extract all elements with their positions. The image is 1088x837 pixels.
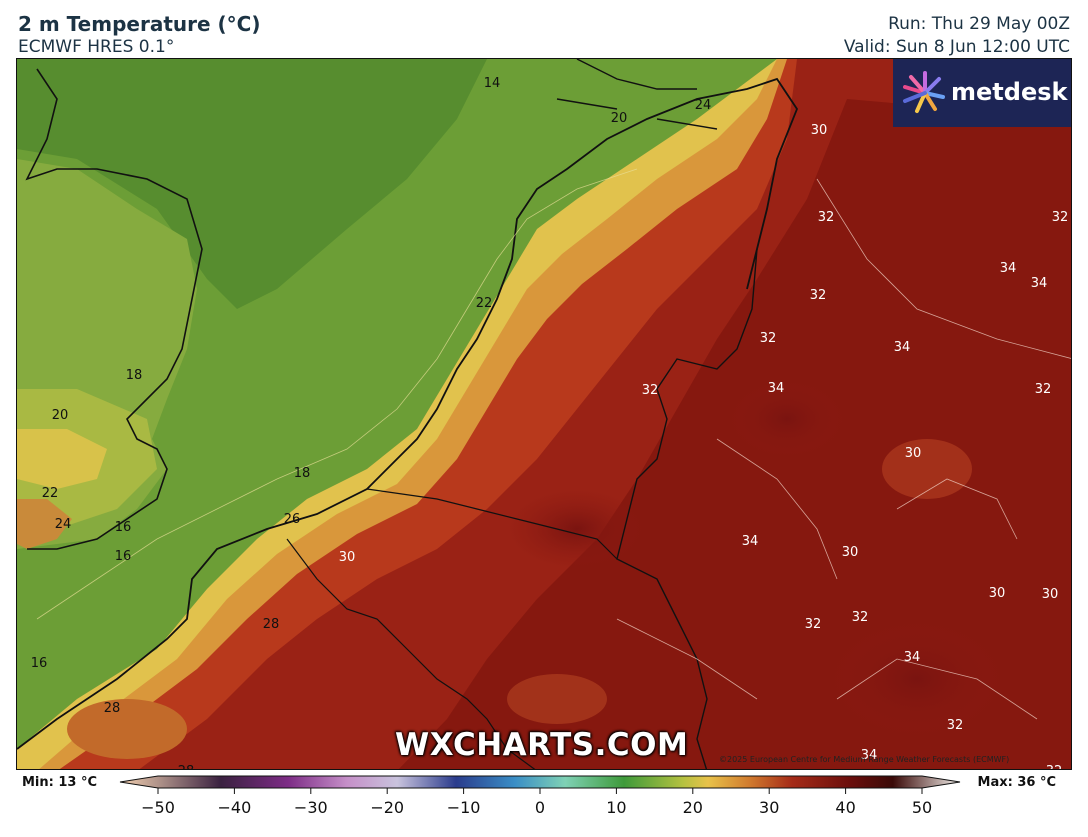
- contour-label: 32: [810, 288, 827, 303]
- contour-label: 32: [1052, 210, 1069, 225]
- uk-yellow-zone: [17, 429, 107, 489]
- logo-text: metdesk: [951, 78, 1068, 106]
- isotherm-lines: [616, 178, 1071, 720]
- colorbar-tick-label: 20: [683, 798, 703, 817]
- hot-core: [507, 489, 647, 569]
- border-line: [286, 488, 618, 769]
- warm-pocket: [507, 674, 607, 724]
- warm-pocket: [882, 439, 972, 499]
- border-line: [616, 248, 758, 769]
- contour-label: 30: [1042, 587, 1059, 602]
- contour-label: 32: [805, 617, 822, 632]
- min-label: Min: 13 °C: [22, 775, 98, 790]
- contour-label: 30: [989, 586, 1006, 601]
- map-canvas: 14 24 20 30 32 32 34 34 32 22 32 18 34 20 32 34 32 30 18 22…: [17, 59, 1071, 770]
- contour-label: 32: [760, 331, 777, 346]
- contour-label: 34: [1000, 261, 1017, 276]
- metdesk-logo: metdesk: [893, 59, 1071, 127]
- contour-label: 22: [42, 486, 59, 501]
- colorbar-tick-label: −40: [218, 798, 252, 817]
- valid-label: Valid: Sun 8 Jun 12:00 UTC: [843, 37, 1070, 57]
- contour-label: 16: [115, 549, 132, 564]
- contour-label: 32: [1035, 382, 1052, 397]
- contour-label: 24: [695, 98, 712, 113]
- contour-label: 16: [31, 656, 48, 671]
- colorbar-tick-label: 0: [535, 798, 545, 817]
- contour-label: 32: [642, 383, 659, 398]
- contour-label: 28: [263, 617, 280, 632]
- colorbar-tick-label: −30: [294, 798, 328, 817]
- temperature-map[interactable]: 14 24 20 30 32 32 34 34 32 22 32 18 34 20 32 34 32 30 18 22…: [16, 58, 1072, 770]
- contour-label: 20: [52, 408, 69, 423]
- contour-label: 34: [904, 650, 921, 665]
- colorbar-tick-label: −50: [141, 798, 175, 817]
- colorbar-tick-label: 50: [912, 798, 932, 817]
- contour-label: 30: [842, 545, 859, 560]
- colorbar-tick-label: 10: [606, 798, 626, 817]
- contour-label: 28: [178, 764, 195, 770]
- contour-label: 32: [818, 210, 835, 225]
- cool-sea-region: [17, 59, 487, 309]
- colorbar-tick-label: 30: [759, 798, 779, 817]
- isotherm-lines: [36, 168, 638, 620]
- contour-label: 30: [339, 550, 356, 565]
- warm-pocket: [67, 699, 187, 759]
- contour-labels: 14 24 20 30 32 32 34 34 32 22 32 18 34 20 32 34 32 30 18 22…: [31, 76, 1069, 770]
- island-coastline: [556, 59, 718, 130]
- contour-label: 30: [905, 446, 922, 461]
- contour-label: 32: [947, 718, 964, 733]
- copyright-text: ©2025 European Centre for Medium-Range W…: [719, 755, 1010, 764]
- colorbar-tick-label: 40: [835, 798, 855, 817]
- colorbar-tick-label: −10: [447, 798, 481, 817]
- contour-label: 18: [126, 368, 143, 383]
- contour-label: 14: [484, 76, 501, 91]
- contour-label: 32: [1046, 764, 1063, 770]
- chart-title: 2 m Temperature (°C): [18, 12, 261, 36]
- contour-label: 24: [55, 517, 72, 532]
- colorbar-tick-label: −20: [370, 798, 404, 817]
- hot-core: [827, 619, 1007, 739]
- contour-label: 30: [811, 123, 828, 138]
- max-label: Max: 36 °C: [977, 775, 1056, 790]
- colorbar: Min: 13 °C Max: 36 °C: [0, 770, 1088, 833]
- contour-label: 18: [294, 466, 311, 481]
- watermark: WXCHARTS.COM: [395, 727, 689, 763]
- contour-label: 34: [742, 534, 759, 549]
- hot-core: [727, 379, 847, 459]
- chart-header: 2 m Temperature (°C) ECMWF HRES 0.1° Run…: [0, 0, 1088, 58]
- uk-coastline: [25, 68, 203, 550]
- contour-label: 22: [476, 296, 493, 311]
- contour-label: 32: [852, 610, 869, 625]
- continent-coastline: [17, 77, 799, 750]
- uk-orange-zone: [17, 499, 72, 549]
- contour-label: 26: [284, 512, 301, 527]
- contour-label: 16: [115, 520, 132, 535]
- contour-label: 34: [894, 340, 911, 355]
- contour-label: 20: [611, 111, 628, 126]
- colorbar-graphic: −50 −40 −30 −20 −10 0 10 20 30 40 50: [119, 775, 961, 817]
- contour-label: 34: [1031, 276, 1048, 291]
- model-label: ECMWF HRES 0.1°: [18, 37, 175, 57]
- contour-label: 34: [768, 381, 785, 396]
- contour-label: 34: [861, 748, 878, 763]
- contour-label: 28: [104, 701, 121, 716]
- run-label: Run: Thu 29 May 00Z: [888, 14, 1070, 34]
- pinwheel-icon: [903, 71, 945, 113]
